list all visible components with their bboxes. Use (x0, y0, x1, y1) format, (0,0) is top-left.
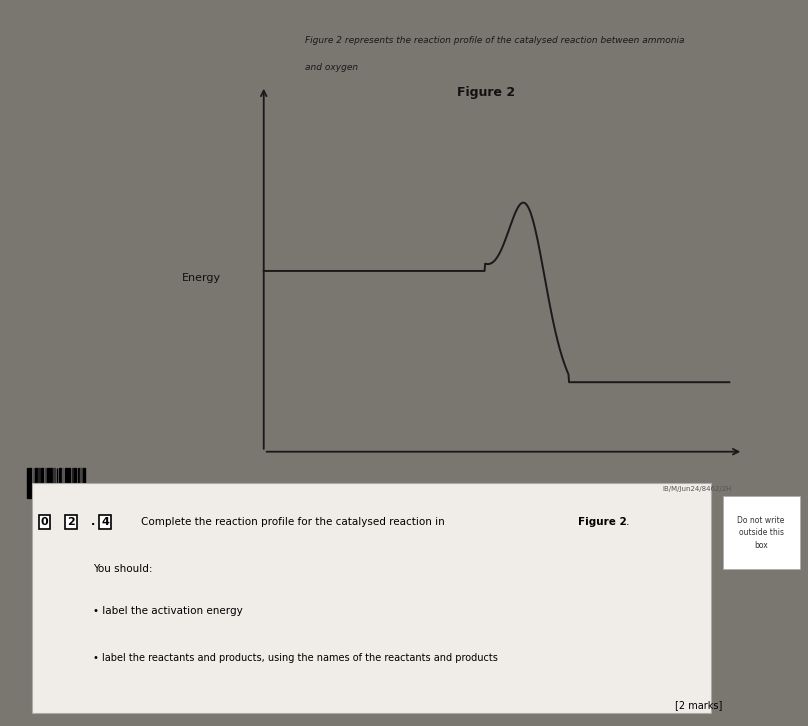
Bar (44, 468, 46, 498)
Text: • label the activation energy: • label the activation energy (93, 606, 242, 616)
Bar (65, 468, 67, 498)
Bar (39, 468, 40, 498)
Bar (78, 468, 79, 498)
Text: and oxygen: and oxygen (305, 63, 359, 72)
Text: 0: 0 (40, 517, 48, 527)
Bar (59, 468, 61, 498)
Text: .: . (90, 517, 95, 527)
Bar (74, 468, 77, 498)
Text: Complete the reaction profile for the catalysed reaction in: Complete the reaction profile for the ca… (141, 517, 448, 527)
Text: Progress of reaction: Progress of reaction (476, 488, 587, 498)
FancyBboxPatch shape (32, 483, 711, 713)
Bar (35, 468, 37, 498)
Bar (29, 468, 32, 498)
Text: [2 marks]: [2 marks] (675, 700, 722, 710)
Text: Figure 2 represents the reaction profile of the catalysed reaction between ammon: Figure 2 represents the reaction profile… (305, 36, 685, 44)
Bar (80, 468, 82, 498)
Bar (53, 468, 55, 498)
Text: .: . (626, 517, 629, 527)
Text: • label the reactants and products, using the names of the reactants and product: • label the reactants and products, usin… (93, 653, 498, 663)
Bar (62, 468, 63, 498)
Text: 0 6: 0 6 (53, 497, 68, 507)
FancyBboxPatch shape (723, 496, 800, 569)
Text: Figure 2: Figure 2 (457, 86, 516, 99)
Bar (33, 468, 34, 498)
Bar (72, 468, 73, 498)
Bar (83, 468, 85, 498)
Text: Energy: Energy (182, 273, 221, 283)
Bar (41, 468, 44, 498)
Text: 2: 2 (67, 517, 75, 527)
Text: Figure 2: Figure 2 (578, 517, 626, 527)
Text: Do not write
outside this
box: Do not write outside this box (738, 515, 785, 550)
Bar (47, 468, 49, 498)
Bar (50, 468, 52, 498)
Text: You should:: You should: (93, 564, 153, 574)
Bar (68, 468, 70, 498)
Text: 4: 4 (101, 517, 109, 527)
Text: IB/M/Jun24/8462/2H: IB/M/Jun24/8462/2H (663, 486, 732, 492)
